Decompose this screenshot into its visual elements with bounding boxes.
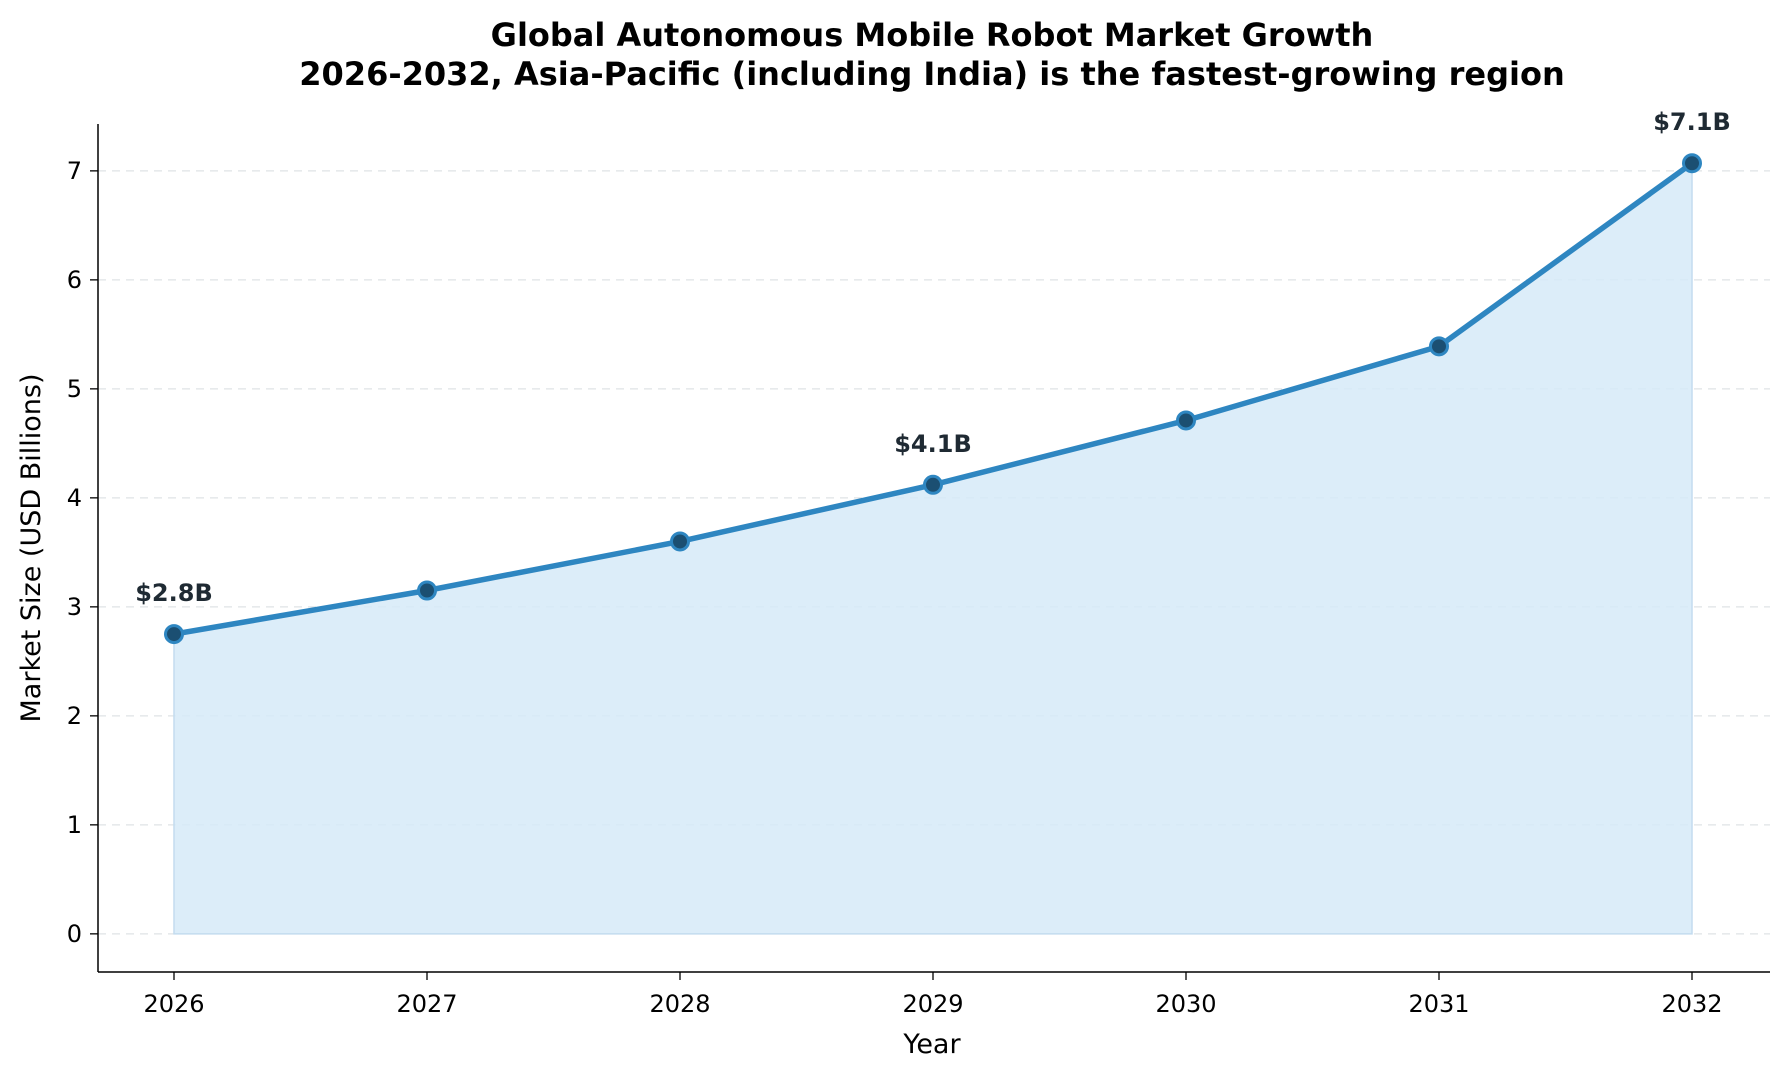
- data-point-2027: [417, 580, 437, 601]
- y-tick-label-2: 2: [67, 702, 82, 730]
- chart-title-line-1: Global Autonomous Mobile Robot Market Gr…: [491, 16, 1374, 54]
- chart-title-line-2: 2026-2032, Asia-Pacific (including India…: [299, 55, 1564, 93]
- y-tick-label-7: 7: [67, 157, 82, 185]
- y-tick-label-6: 6: [67, 266, 82, 294]
- x-tick-label-2029: 2029: [902, 990, 963, 1018]
- data-point-2030: [1176, 410, 1196, 431]
- y-tick-label-0: 0: [67, 920, 82, 948]
- data-point-2029: [923, 474, 943, 495]
- area-fill: [173, 161, 1693, 935]
- x-tick-label-2028: 2028: [649, 990, 710, 1018]
- x-tick-label-2027: 2027: [396, 990, 457, 1018]
- x-tick-label-2026: 2026: [143, 990, 204, 1018]
- data-point-2032: [1682, 153, 1702, 174]
- data-label-2032: $7.1B: [1653, 108, 1731, 136]
- y-tick-label-1: 1: [67, 811, 82, 839]
- data-labels: $2.8B $4.1B $7.1B: [135, 108, 1731, 607]
- data-points: [164, 153, 1702, 645]
- x-axis-label: Year: [902, 1029, 961, 1060]
- data-point-2031: [1429, 336, 1449, 357]
- y-tick-label-3: 3: [67, 593, 82, 621]
- x-tick-label-2030: 2030: [1155, 990, 1216, 1018]
- y-tick-label-4: 4: [67, 484, 82, 512]
- data-label-2026: $2.8B: [135, 579, 213, 607]
- chart-title: Global Autonomous Mobile Robot Market Gr…: [299, 16, 1564, 93]
- area-fill-layer: [173, 161, 1693, 935]
- data-point-2026: [164, 624, 184, 645]
- y-axis-label: Market Size (USD Billions): [16, 374, 47, 723]
- x-tick-label-2031: 2031: [1408, 990, 1469, 1018]
- data-point-2028: [670, 531, 690, 552]
- axes: [97, 124, 1770, 973]
- y-ticks: 0 1 2 3 4 5 6 7: [67, 157, 98, 948]
- y-tick-label-5: 5: [67, 375, 82, 403]
- x-tick-label-2032: 2032: [1661, 990, 1722, 1018]
- x-ticks: 2026 2027 2028 2029 2030 2031 2032: [143, 972, 1723, 1018]
- data-label-2029: $4.1B: [894, 430, 972, 458]
